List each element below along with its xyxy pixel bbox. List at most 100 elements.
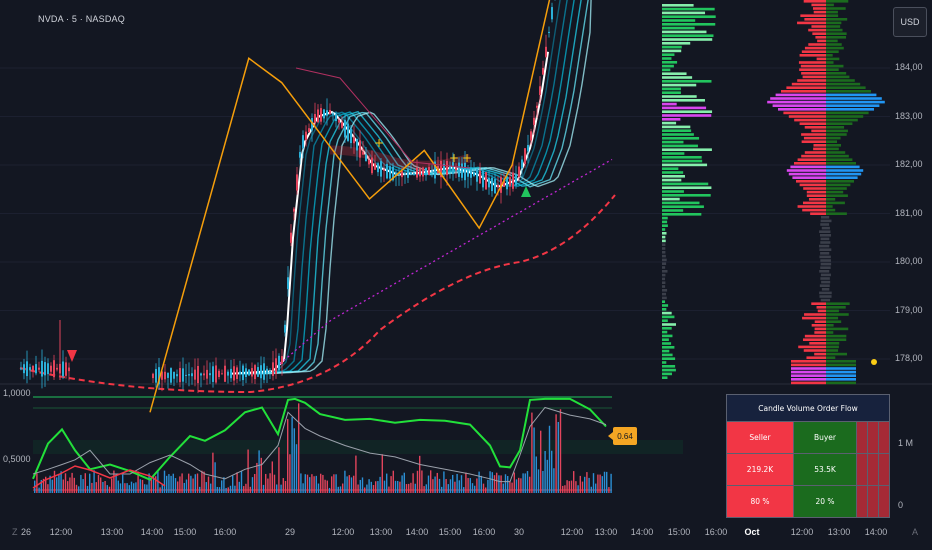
- ribbon-line: [230, 0, 568, 375]
- volume-histogram-bar: [386, 473, 388, 493]
- profile-a-bar: [662, 368, 676, 372]
- profile-b-bar: [826, 86, 866, 89]
- volume-histogram-bar: [447, 484, 449, 493]
- currency-button[interactable]: USD: [893, 7, 927, 37]
- profile-a-bar: [662, 53, 675, 56]
- table-filler: [868, 486, 879, 517]
- volume-histogram-bar: [205, 482, 207, 493]
- volume-histogram-bar: [370, 481, 372, 493]
- volume-histogram-bar: [251, 477, 254, 493]
- profile-b-bar: [826, 367, 856, 370]
- candle: [356, 138, 358, 151]
- volume-histogram-bar: [419, 455, 421, 493]
- candle: [275, 358, 277, 374]
- candle: [68, 367, 70, 372]
- candle: [311, 118, 313, 131]
- profile-b-bar: [804, 126, 826, 129]
- volume-histogram-bar: [326, 480, 328, 493]
- profile-a-bar: [662, 64, 674, 68]
- volume-histogram-bar: [293, 428, 295, 493]
- profile-b-bar: [801, 72, 826, 75]
- profile-b-bar: [806, 190, 826, 194]
- profile-b-bar: [826, 194, 848, 197]
- profile-b-bar: [783, 111, 826, 115]
- candle: [263, 363, 265, 380]
- profile-b-bar: [826, 133, 847, 136]
- profile-b-bar: [826, 327, 849, 331]
- candle: [377, 163, 379, 173]
- profile-b-bar: [798, 345, 826, 349]
- profile-b-bar: [816, 57, 826, 61]
- profile-b-bar: [802, 75, 826, 79]
- volume-histogram-bar: [258, 450, 260, 493]
- price-axis-label: 179,00: [895, 304, 923, 315]
- volume-histogram-bar: [139, 479, 141, 493]
- volume-histogram-bar: [289, 454, 291, 493]
- profile-a-bar: [662, 357, 676, 360]
- time-axis-label: 16:00: [704, 527, 728, 537]
- profile-a-bar: [662, 254, 666, 258]
- profile-b-bar: [826, 381, 856, 385]
- profile-b-bar: [803, 0, 826, 3]
- price-axis-label: 180,00: [895, 256, 923, 266]
- osc-axis-05: 0,5000: [3, 454, 31, 464]
- oscillator-pane: [32, 396, 683, 493]
- candle: [50, 365, 52, 372]
- profile-a-bar: [662, 95, 697, 98]
- volume-histogram-bar: [141, 479, 144, 493]
- profile-b-bar: [826, 7, 846, 10]
- volume-histogram-bar: [430, 470, 432, 493]
- volume-histogram-bar: [150, 479, 152, 493]
- candle: [431, 170, 433, 172]
- table-filler: [879, 422, 889, 453]
- profile-b-bar: [826, 43, 842, 46]
- profile-a-bar: [662, 152, 685, 155]
- profile-b-bar: [826, 190, 844, 194]
- profile-b-bar: [788, 115, 826, 118]
- candle: [443, 163, 445, 174]
- volume-histogram-bar: [590, 486, 592, 493]
- volume-histogram-bar: [606, 471, 608, 493]
- volume-histogram-bar: [236, 472, 238, 493]
- candle: [488, 177, 490, 188]
- candle: [551, 7, 553, 20]
- profile-b-bar: [796, 180, 826, 183]
- volume-histogram-bar: [480, 475, 482, 493]
- candle: [425, 167, 427, 176]
- candle: [347, 123, 349, 141]
- candle: [440, 160, 442, 178]
- candle: [209, 373, 211, 376]
- volume-histogram-bar: [276, 484, 278, 493]
- candle: [320, 108, 322, 122]
- volume-histogram-bar: [438, 478, 441, 493]
- volume-histogram-bar: [192, 478, 194, 493]
- volume-histogram-bar: [89, 473, 91, 493]
- candle: [332, 113, 334, 115]
- volume-histogram-bar: [243, 486, 245, 493]
- time-axis-label: 13:00: [827, 527, 851, 537]
- volume-histogram-bar: [566, 480, 568, 493]
- profile-b-bar: [826, 338, 847, 341]
- volume-histogram-bar: [161, 483, 163, 493]
- candle: [299, 151, 301, 158]
- profile-a-bar: [662, 266, 666, 269]
- candle: [254, 365, 256, 380]
- time-axis-label: 14:00: [864, 527, 888, 537]
- profile-b-bar: [826, 90, 871, 93]
- candle: [155, 368, 157, 383]
- volume-histogram-bar: [185, 479, 188, 493]
- profile-a-bar: [662, 273, 666, 277]
- profile-a-bar: [662, 38, 713, 41]
- profile-b-bar: [826, 25, 841, 28]
- profile-a-bar: [662, 7, 715, 11]
- profile-a-bar: [662, 194, 711, 197]
- auto-scale-corner[interactable]: A: [912, 527, 919, 537]
- candle: [416, 167, 418, 178]
- profile-b-bar: [826, 345, 839, 349]
- volume-histogram-bar: [346, 476, 348, 493]
- profile-b-bar: [826, 216, 830, 219]
- volume-histogram-bar: [555, 414, 557, 493]
- zoom-corner-left[interactable]: Z: [12, 527, 18, 537]
- profile-b-bar: [812, 7, 826, 10]
